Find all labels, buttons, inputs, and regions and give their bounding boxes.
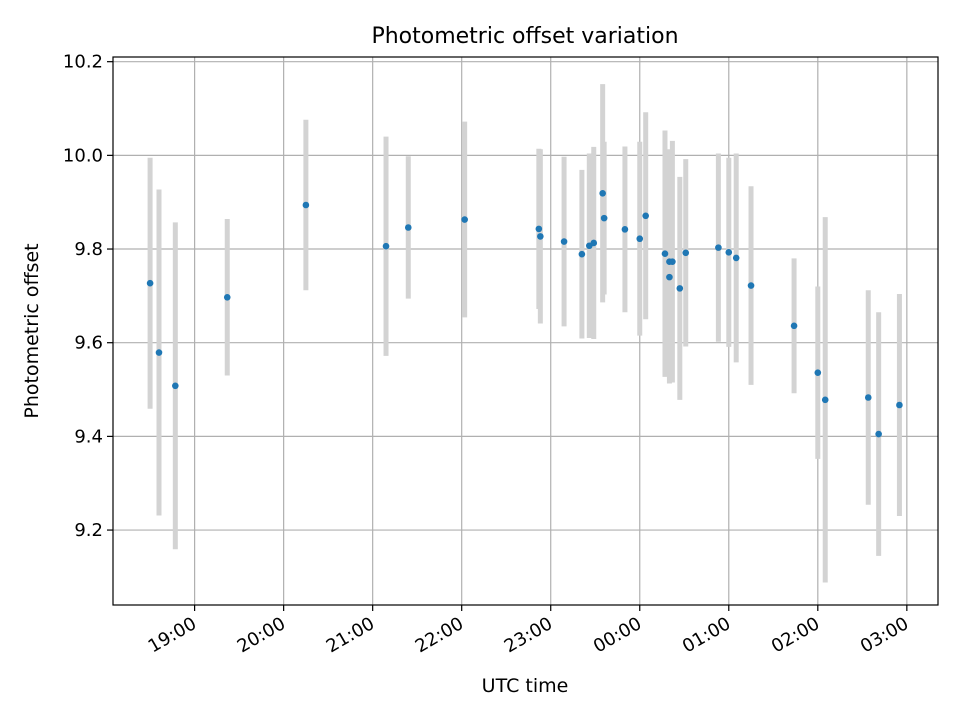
data-points: [146, 189, 903, 438]
x-tick-label: 03:00: [857, 613, 912, 657]
y-tick-label: 10.2: [63, 52, 103, 73]
data-point: [146, 279, 154, 287]
chart-title: Photometric offset variation: [371, 24, 678, 49]
data-point: [676, 285, 684, 292]
x-tick-label: 22:00: [412, 613, 467, 657]
errorbars: [147, 84, 902, 583]
data-point: [669, 258, 676, 265]
y-axis-ticks: 9.2 9.4 9.6 9.8 10.0 10.2: [63, 52, 113, 541]
y-tick-label: 9.2: [74, 520, 103, 541]
x-tick-label: 20:00: [234, 613, 289, 657]
x-tick-label: 00:00: [590, 613, 645, 657]
data-point: [864, 394, 872, 401]
data-point: [600, 214, 608, 222]
data-point: [599, 189, 606, 197]
data-point: [747, 282, 755, 289]
data-point: [461, 216, 468, 223]
data-point: [535, 225, 543, 233]
y-axis-title: Photometric offset: [21, 243, 43, 418]
data-point: [590, 239, 598, 247]
data-point: [875, 430, 882, 438]
data-point: [642, 212, 649, 220]
data-point: [404, 224, 412, 231]
data-point: [732, 254, 740, 262]
y-tick-label: 9.4: [74, 426, 103, 447]
data-point: [821, 396, 829, 404]
data-point: [302, 201, 310, 209]
plot-frame: [112, 56, 939, 606]
data-point: [621, 226, 629, 233]
x-tick-label: 21:00: [323, 613, 378, 657]
y-tick-label: 9.6: [74, 333, 103, 354]
x-tick-label: 19:00: [145, 613, 200, 657]
data-point: [682, 249, 690, 257]
grid: [113, 57, 938, 605]
data-point: [661, 250, 669, 258]
data-point: [725, 249, 733, 256]
data-point: [790, 322, 798, 330]
data-point: [172, 382, 179, 390]
x-tick-label: 01:00: [679, 613, 734, 657]
y-tick-label: 10.0: [63, 145, 103, 166]
data-point: [223, 293, 231, 301]
y-tick-label: 9.8: [74, 239, 103, 260]
data-point: [578, 250, 586, 258]
data-point: [666, 273, 673, 281]
data-point: [896, 401, 903, 409]
data-point: [155, 349, 163, 356]
x-tick-label: 23:00: [501, 613, 556, 657]
data-point: [814, 369, 822, 376]
data-point: [715, 244, 722, 251]
x-axis-title: UTC time: [482, 675, 569, 697]
data-point: [560, 238, 568, 245]
x-axis-ticks: 19:00 20:00 21:00 22:00 23:00 00:00 01:00 02:00…: [145, 605, 912, 657]
data-point: [636, 235, 644, 243]
data-point: [382, 242, 390, 250]
data-point: [537, 233, 544, 240]
x-tick-label: 02:00: [768, 613, 823, 657]
